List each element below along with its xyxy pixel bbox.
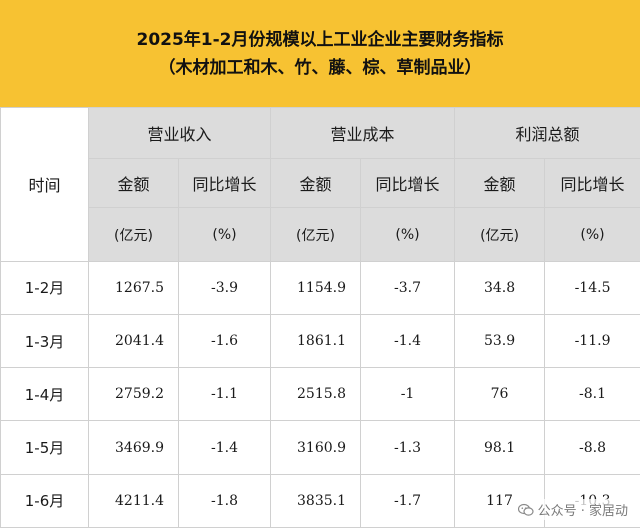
revenue-growth: -3.9 — [177, 260, 272, 315]
title-banner: 2025年1-2月份规模以上工业企业主要财务指标 （木材加工和木、竹、藤、棕、草… — [0, 0, 640, 107]
revenue-growth: -1.6 — [177, 313, 272, 369]
wechat-icon — [517, 503, 534, 517]
profit-amount: 76 — [454, 367, 546, 422]
period-label: 1-5月 — [0, 420, 89, 475]
cost-amount: 1154.9 — [270, 260, 362, 315]
source-watermark: 公众号 · 家居动 — [513, 499, 632, 520]
cost-growth: -1.3 — [360, 420, 456, 475]
revenue-growth: -1.8 — [177, 473, 272, 528]
sub-header: 金额 — [88, 158, 179, 209]
title-line-1: 2025年1-2月份规模以上工业企业主要财务指标 — [136, 29, 504, 50]
table-row: 1-5月 3469.9 -1.4 3160.9 -1.3 98.1 -8.8 — [0, 420, 640, 475]
revenue-growth: -1.1 — [177, 367, 272, 422]
unit-header: (%) — [360, 207, 456, 262]
profit-growth: -8.8 — [544, 420, 640, 475]
unit-header: (亿元) — [454, 207, 546, 262]
table-row: 1-2月 1267.5 -3.9 1154.9 -3.7 34.8 -14.5 — [0, 260, 640, 315]
profit-growth: -8.1 — [544, 367, 640, 422]
revenue-amount: 2041.4 — [88, 313, 179, 369]
unit-header: (亿元) — [88, 207, 179, 262]
cost-growth: -3.7 — [360, 260, 456, 315]
period-label: 1-2月 — [0, 260, 89, 315]
period-label: 1-4月 — [0, 367, 89, 422]
sub-header: 同比增长 — [177, 158, 272, 209]
table-row: 1-3月 2041.4 -1.6 1861.1 -1.4 53.9 -11.9 — [0, 313, 640, 369]
cost-growth: -1.7 — [360, 473, 456, 528]
revenue-growth: -1.4 — [177, 420, 272, 475]
sub-header: 同比增长 — [360, 158, 456, 209]
profit-growth: -11.9 — [544, 313, 640, 369]
time-header: 时间 — [0, 107, 89, 262]
revenue-amount: 4211.4 — [88, 473, 179, 528]
revenue-amount: 3469.9 — [88, 420, 179, 475]
cost-amount: 1861.1 — [270, 313, 362, 369]
cost-amount: 3835.1 — [270, 473, 362, 528]
unit-header: (%) — [177, 207, 272, 262]
period-label: 1-3月 — [0, 313, 89, 369]
title-line-2: （木材加工和木、竹、藤、棕、草制品业） — [158, 57, 482, 78]
profit-amount: 34.8 — [454, 260, 546, 315]
watermark-text: 公众号 · 家居动 — [537, 504, 628, 519]
unit-header: (亿元) — [270, 207, 362, 262]
sub-header: 金额 — [454, 158, 546, 209]
profit-growth: -14.5 — [544, 260, 640, 315]
sub-header: 同比增长 — [544, 158, 640, 209]
group-header-profit: 利润总额 — [454, 106, 640, 160]
group-header-cost: 营业成本 — [270, 106, 456, 160]
cost-growth: -1 — [360, 367, 456, 422]
sub-header: 金额 — [270, 158, 362, 209]
cost-amount: 2515.8 — [270, 367, 362, 422]
indicator-table: 时间 营业收入 营业成本 利润总额 金额 同比增长 金额 同比增长 金额 同比增… — [0, 106, 640, 528]
profit-amount: 98.1 — [454, 420, 546, 475]
revenue-amount: 2759.2 — [88, 367, 179, 422]
revenue-amount: 1267.5 — [88, 260, 179, 315]
table-row: 1-4月 2759.2 -1.1 2515.8 -1 76 -8.1 — [0, 367, 640, 422]
unit-header: (%) — [544, 207, 640, 262]
period-label: 1-6月 — [0, 473, 89, 528]
profit-amount: 53.9 — [454, 313, 546, 369]
cost-growth: -1.4 — [360, 313, 456, 369]
group-header-revenue: 营业收入 — [87, 106, 272, 160]
cost-amount: 3160.9 — [270, 420, 362, 475]
